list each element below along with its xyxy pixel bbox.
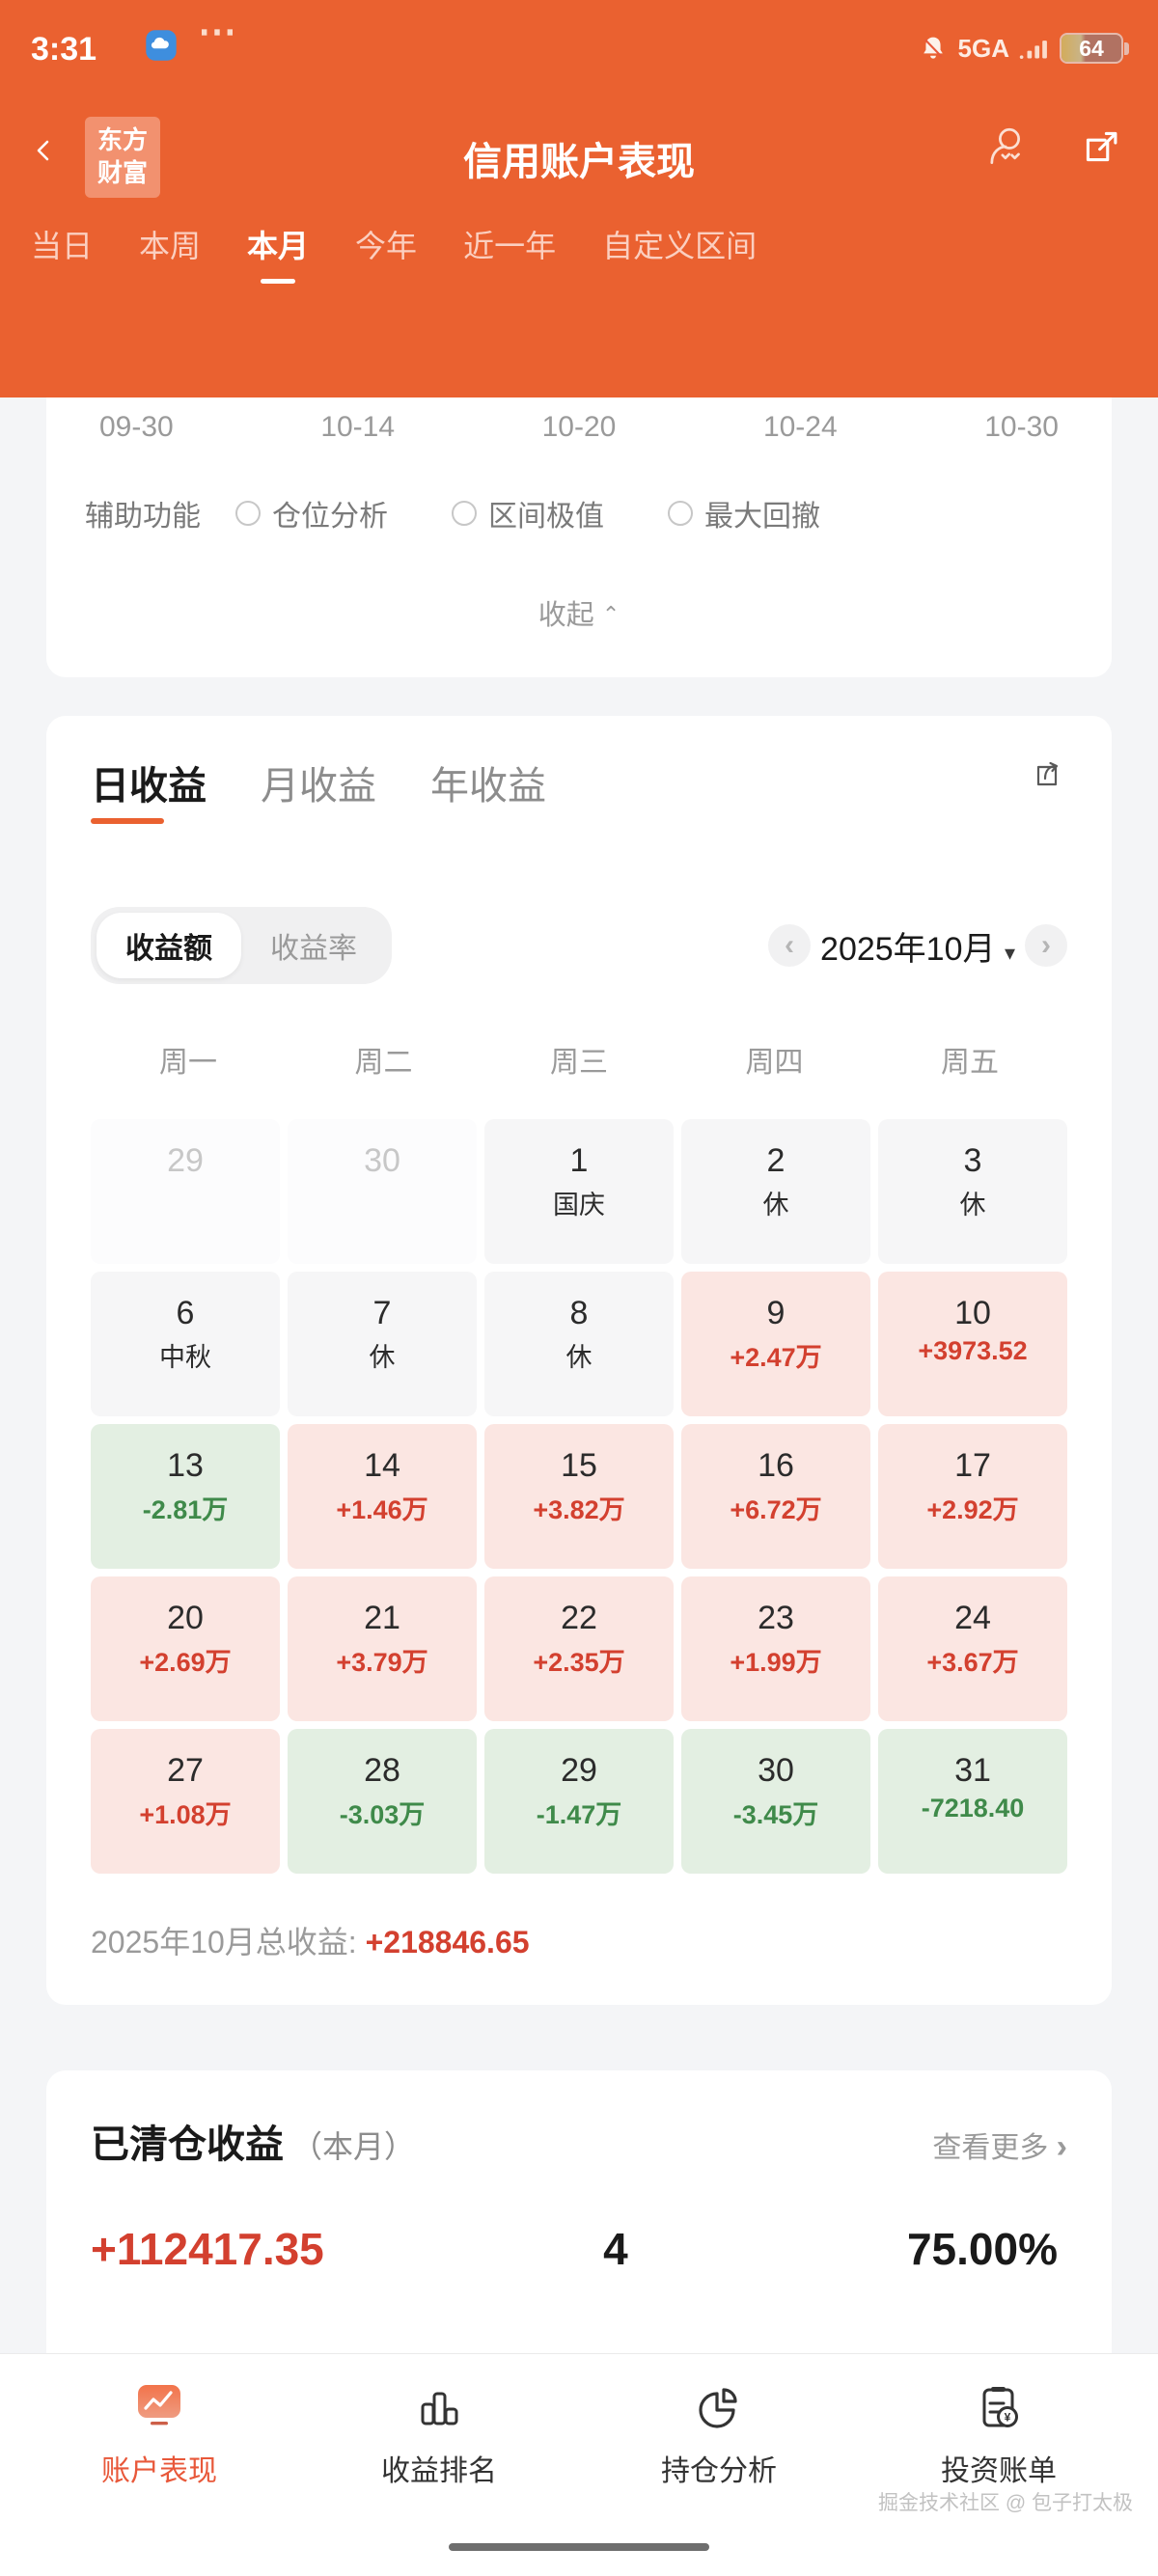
svg-text:¥: ¥ — [1005, 2411, 1011, 2425]
